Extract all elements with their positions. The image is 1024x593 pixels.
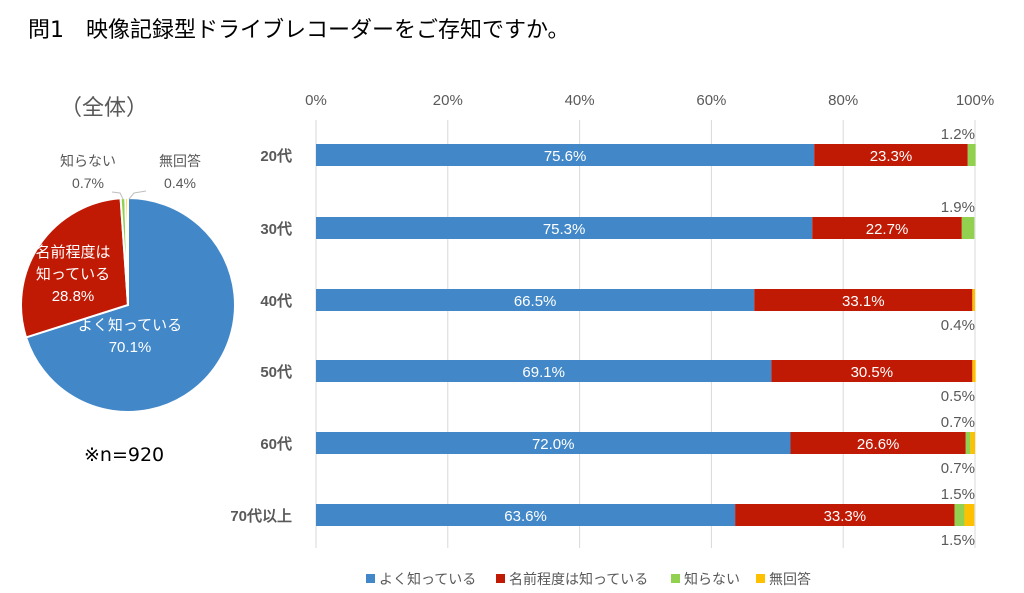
x-tick-label: 80% — [828, 92, 858, 109]
pie-value: 0.7% — [72, 175, 104, 191]
legend-swatch — [366, 574, 375, 583]
data-label: 75.6% — [544, 148, 587, 165]
data-label: 0.5% — [941, 388, 975, 405]
x-tick-label: 20% — [433, 92, 463, 109]
x-tick-label: 100% — [956, 92, 994, 109]
bar-segment — [961, 217, 975, 239]
bar-segment — [972, 289, 975, 311]
bar-segment — [972, 360, 976, 382]
pie-value: 70.1% — [109, 339, 152, 356]
page-title: 問1 映像記録型ドライブレコーダーをご存知ですか。 — [28, 18, 570, 43]
bar-segment — [316, 289, 755, 311]
pie-label: 無回答 — [159, 153, 201, 169]
data-label: 22.7% — [866, 221, 909, 238]
leader-line — [111, 191, 124, 200]
bar-segment — [316, 504, 736, 526]
y-tick-label: 50代 — [260, 363, 292, 381]
y-tick-label: 40代 — [260, 292, 292, 310]
y-tick-label: 30代 — [260, 220, 292, 238]
y-tick-label: 20代 — [260, 147, 292, 165]
data-label: 69.1% — [522, 364, 565, 381]
leader-line — [128, 190, 147, 200]
pie-label: よく知っている — [78, 317, 182, 334]
pie-value: 28.8% — [52, 288, 95, 305]
legend-swatch — [671, 574, 680, 583]
legend-label: 名前程度は知っている — [509, 571, 648, 587]
data-label: 72.0% — [532, 436, 575, 453]
data-label: 0.7% — [941, 460, 975, 477]
bar-segment — [790, 432, 966, 454]
data-label: 63.6% — [504, 508, 547, 525]
bar-segment — [814, 144, 968, 166]
bar-segment — [316, 432, 791, 454]
data-label: 26.6% — [857, 436, 900, 453]
x-tick-label: 60% — [696, 92, 726, 109]
pie-value: 0.4% — [164, 175, 196, 191]
data-label: 0.4% — [941, 317, 975, 334]
bar-segment — [965, 432, 971, 454]
data-label: 1.2% — [941, 126, 975, 143]
bar-segment — [771, 360, 973, 382]
legend-label: よく知っている — [379, 571, 476, 587]
pie-title: （全体） — [60, 96, 149, 121]
data-label: 1.9% — [941, 199, 975, 216]
data-label: 30.5% — [851, 364, 894, 381]
bar-segment — [316, 144, 815, 166]
bar-segment — [964, 504, 975, 526]
pie-label: 知っている — [36, 266, 110, 283]
data-label: 33.1% — [842, 293, 885, 310]
legend-label: 無回答 — [769, 571, 811, 587]
x-tick-label: 0% — [305, 92, 327, 109]
data-label: 75.3% — [543, 221, 586, 238]
data-label: 0.7% — [941, 414, 975, 431]
x-tick-label: 40% — [565, 92, 595, 109]
sample-size-note: ※n=920 — [84, 444, 165, 466]
bar-segment — [754, 289, 973, 311]
data-label: 1.5% — [941, 486, 975, 503]
bar-segment — [735, 504, 955, 526]
data-label: 66.5% — [514, 293, 557, 310]
y-tick-label: 60代 — [260, 435, 292, 453]
bar-segment — [316, 360, 772, 382]
bar-segment — [812, 217, 962, 239]
bar-segment — [967, 144, 976, 166]
legend-swatch — [756, 574, 765, 583]
pie-slice — [124, 196, 129, 306]
data-label: 1.5% — [941, 532, 975, 549]
pie-label: 名前程度は — [35, 244, 110, 261]
pie-slice — [20, 197, 130, 339]
legend-label: 知らない — [684, 571, 740, 587]
legend-swatch — [496, 574, 505, 583]
pie-label: 知らない — [60, 153, 116, 169]
bar-segment — [970, 432, 975, 454]
bar-segment — [316, 217, 813, 239]
y-tick-label: 70代以上 — [230, 507, 292, 525]
bar-segment — [954, 504, 965, 526]
data-label: 23.3% — [870, 148, 913, 165]
data-label: 33.3% — [824, 508, 867, 525]
pie-slice — [24, 196, 236, 413]
